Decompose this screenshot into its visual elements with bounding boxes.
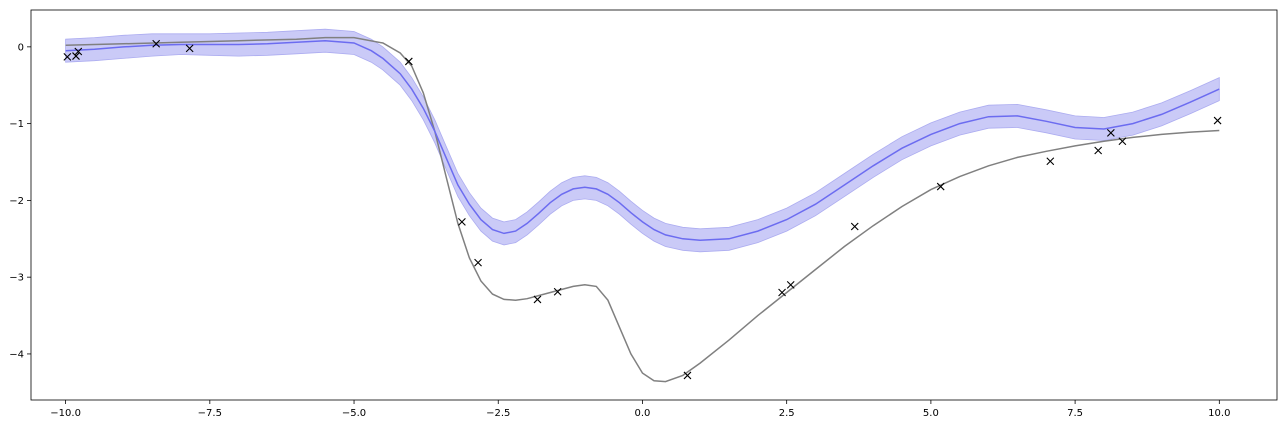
observation-marker xyxy=(1106,128,1115,137)
observation-marker xyxy=(63,52,72,61)
plot-area xyxy=(63,28,1222,383)
observation-marker xyxy=(533,295,542,304)
y-tick-label: −1 xyxy=(9,119,24,130)
observation-marker xyxy=(936,182,945,191)
x-tick-label: 2.5 xyxy=(779,408,795,419)
x-tick-label: −7.5 xyxy=(198,408,222,419)
x-tick-label: 5.0 xyxy=(923,408,939,419)
axes-frame xyxy=(30,9,1278,401)
observation-marker xyxy=(1046,157,1055,166)
y-tick-label: −2 xyxy=(9,196,24,207)
observation-marker xyxy=(72,52,80,60)
observation-marker xyxy=(1118,137,1127,146)
observation-marker xyxy=(1094,146,1103,155)
confidence-band xyxy=(65,28,1220,253)
observation-marker xyxy=(152,39,161,48)
x-tick-label: −2.5 xyxy=(486,408,510,419)
y-tick-label: 0 xyxy=(18,42,24,53)
x-tick-label: 7.5 xyxy=(1067,408,1083,419)
observation-marker xyxy=(474,258,482,267)
y-tick-label: −3 xyxy=(9,273,24,284)
x-tick-label: 0.0 xyxy=(635,408,651,419)
observation-marker xyxy=(553,287,562,296)
true-function-line xyxy=(65,36,1220,383)
axes: −10.0 −7.5 −5.0 −2.5 0.0 2.5 5.0 7.5 10.0 0 −1 −2 −3… xyxy=(9,9,1278,419)
observation-marker xyxy=(404,57,413,66)
x-tick-label: −5.0 xyxy=(342,408,366,419)
observation-marker xyxy=(786,280,795,289)
x-tick-label: −10.0 xyxy=(50,408,81,419)
observation-marker xyxy=(74,47,83,56)
observation-marker xyxy=(778,288,786,297)
predicted-mean-line xyxy=(65,39,1220,242)
observation-marker xyxy=(1213,116,1222,125)
observation-marker xyxy=(458,218,466,226)
observation-marker xyxy=(185,44,194,53)
observation-marker xyxy=(850,222,859,231)
x-tick-label: 10.0 xyxy=(1208,408,1230,419)
observation-marker xyxy=(683,371,692,380)
y-tick-label: −4 xyxy=(9,349,24,360)
